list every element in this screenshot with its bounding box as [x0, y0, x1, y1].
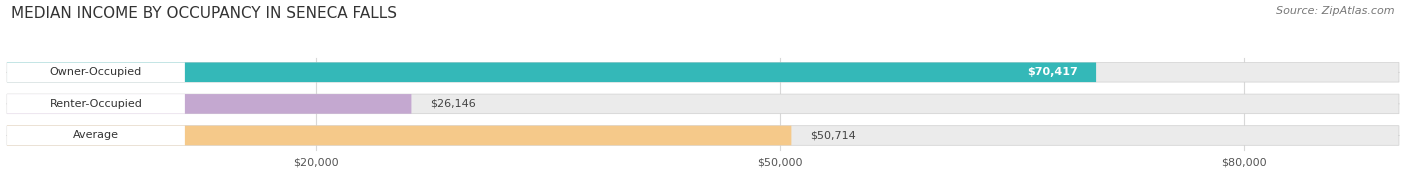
Text: Source: ZipAtlas.com: Source: ZipAtlas.com [1277, 6, 1395, 16]
FancyBboxPatch shape [7, 126, 792, 145]
FancyBboxPatch shape [7, 94, 186, 114]
FancyBboxPatch shape [7, 94, 1399, 114]
Text: $50,714: $50,714 [810, 131, 856, 141]
Text: $26,146: $26,146 [430, 99, 475, 109]
Text: Average: Average [73, 131, 120, 141]
FancyBboxPatch shape [7, 94, 412, 114]
FancyBboxPatch shape [7, 63, 1097, 82]
Text: Owner-Occupied: Owner-Occupied [49, 67, 142, 77]
FancyBboxPatch shape [7, 126, 186, 145]
Text: Renter-Occupied: Renter-Occupied [49, 99, 142, 109]
FancyBboxPatch shape [7, 126, 1399, 145]
FancyBboxPatch shape [7, 63, 186, 82]
Text: $70,417: $70,417 [1026, 67, 1077, 77]
FancyBboxPatch shape [7, 63, 1399, 82]
Text: MEDIAN INCOME BY OCCUPANCY IN SENECA FALLS: MEDIAN INCOME BY OCCUPANCY IN SENECA FAL… [11, 6, 398, 21]
